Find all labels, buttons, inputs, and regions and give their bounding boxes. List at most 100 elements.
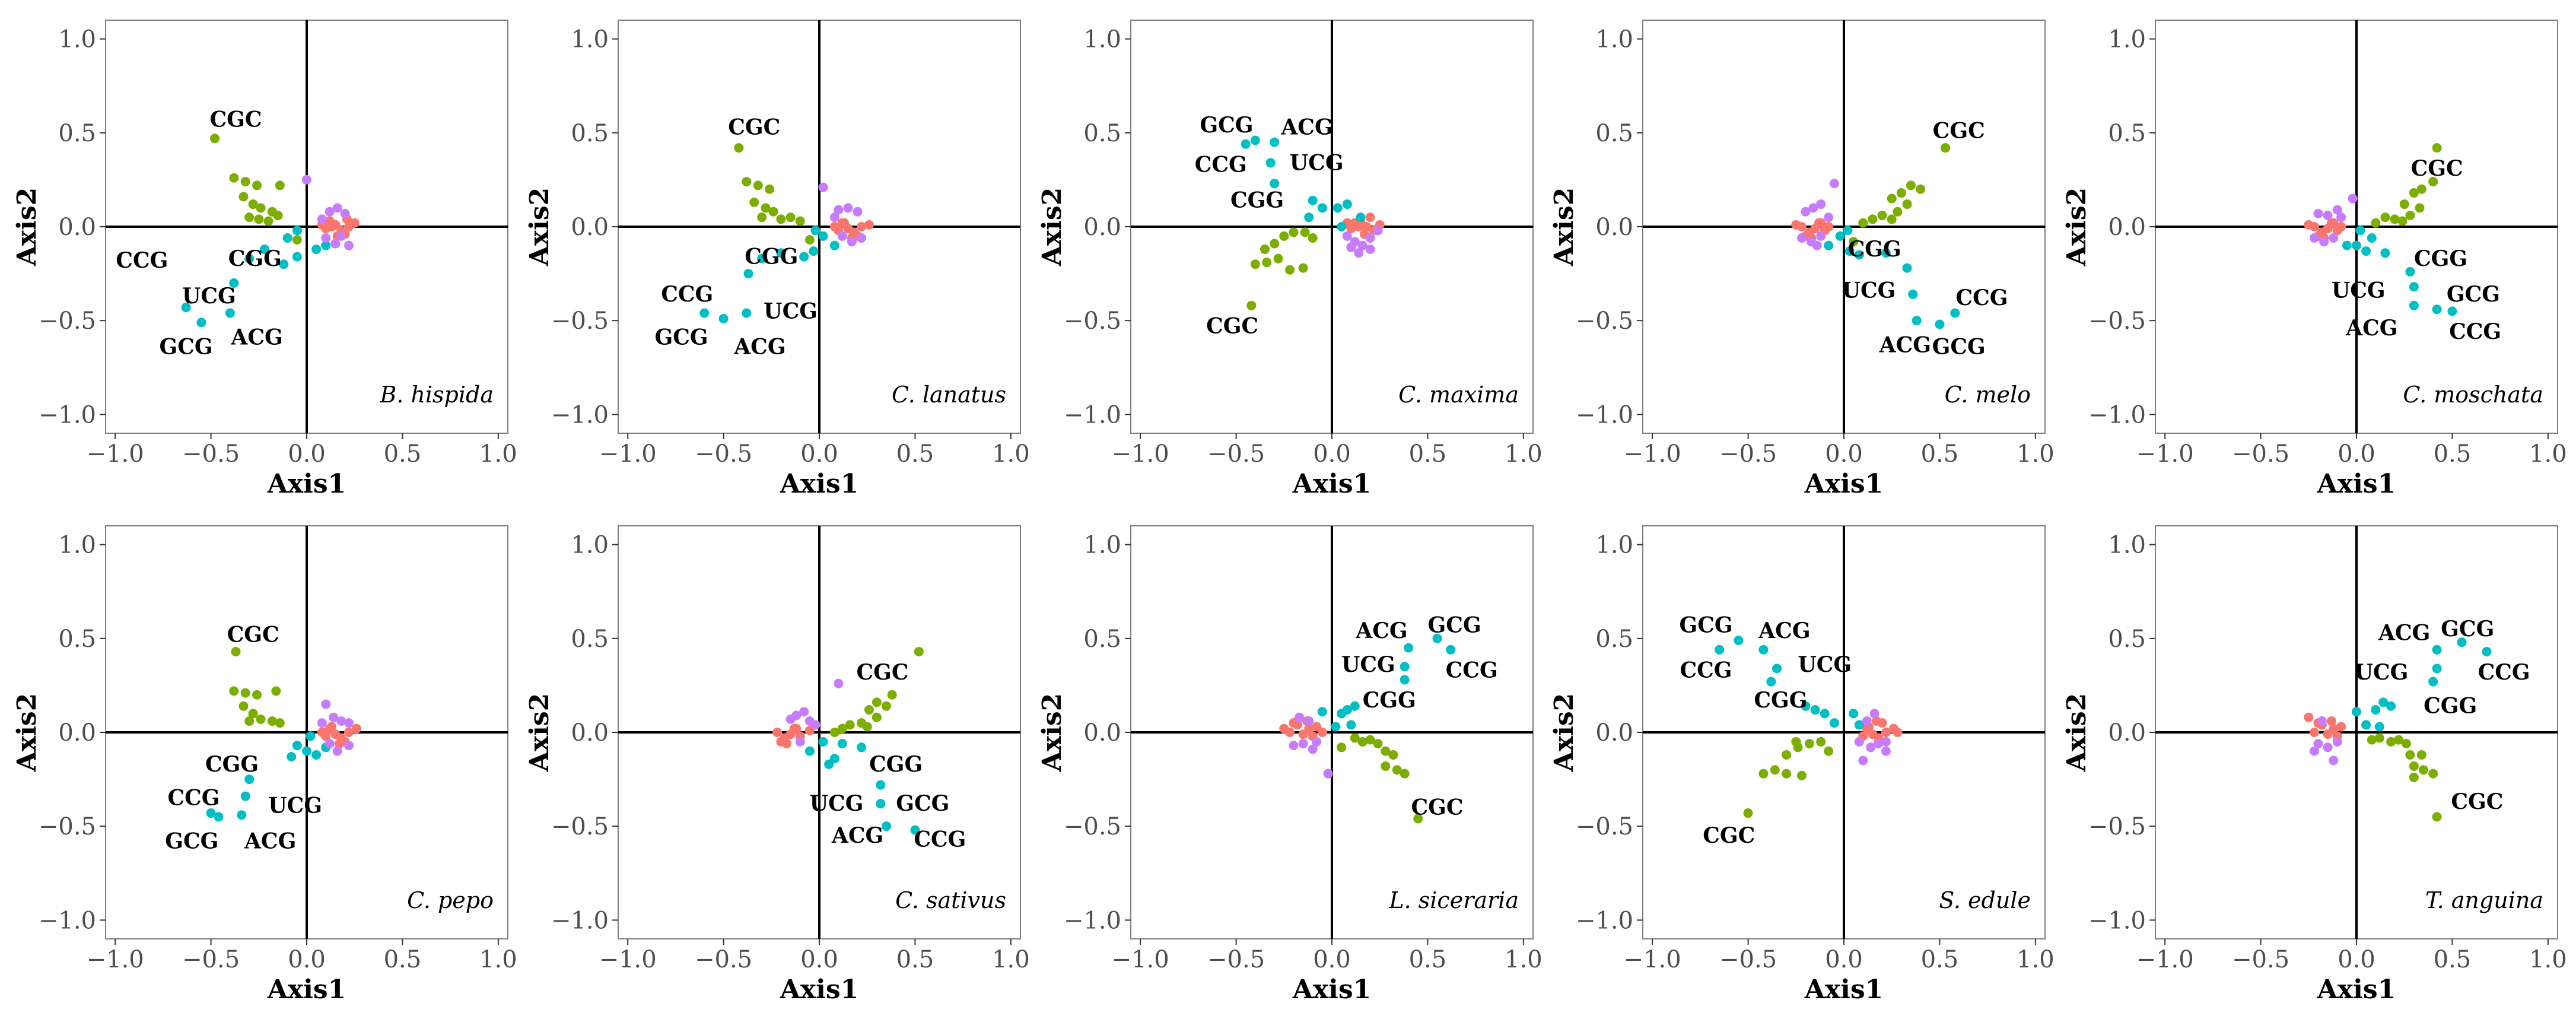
data-point xyxy=(273,211,283,221)
data-point xyxy=(1262,258,1272,268)
data-point xyxy=(1758,645,1769,655)
codon-label: CGC xyxy=(1933,119,1985,144)
data-point xyxy=(1365,233,1375,243)
codon-label: CGG xyxy=(1363,688,1416,713)
data-point xyxy=(872,697,882,707)
panel-8: −1.0 −0.5 0.0 0.5 1.0 −1.0 −0.5 0.0 0.5 1.0 Axis1 A… xyxy=(1549,525,2055,1005)
data-point xyxy=(244,774,255,785)
y-tick-label: 0.0 xyxy=(1083,214,1121,241)
data-point xyxy=(829,212,839,223)
data-point xyxy=(2409,761,2419,771)
codon-label: CCG xyxy=(914,827,966,852)
y-tick-label: 0.0 xyxy=(2108,719,2146,747)
x-tick-label: −1.0 xyxy=(87,440,144,468)
data-point xyxy=(2409,282,2419,292)
data-point xyxy=(2332,205,2342,215)
data-point xyxy=(837,723,847,734)
data-point xyxy=(2428,769,2438,779)
data-point xyxy=(2405,750,2415,760)
data-point xyxy=(1935,319,1945,329)
data-point xyxy=(843,203,853,213)
codon-label: UCG xyxy=(1290,150,1344,175)
data-point xyxy=(2342,240,2352,250)
data-point xyxy=(1298,738,1308,748)
data-point xyxy=(2348,193,2358,204)
data-point xyxy=(2380,212,2390,223)
y-axis-label: Axis2 xyxy=(12,693,42,772)
data-point xyxy=(275,180,285,191)
data-point xyxy=(1298,729,1308,739)
data-point xyxy=(334,738,344,748)
data-point xyxy=(2409,300,2419,310)
data-point xyxy=(229,686,239,696)
data-point xyxy=(1862,716,1872,726)
codon-label: CCG xyxy=(167,786,220,811)
data-point xyxy=(1250,135,1260,145)
data-point xyxy=(1373,226,1383,236)
codon-label: CGC xyxy=(1703,823,1755,848)
y-tick-label: 0.5 xyxy=(571,120,609,147)
data-point xyxy=(876,799,886,809)
data-point xyxy=(2309,728,2319,737)
data-point xyxy=(181,303,191,313)
data-point xyxy=(1810,705,1820,715)
data-point xyxy=(336,231,346,241)
x-axis-label: Axis1 xyxy=(1804,974,1883,1005)
species-label: B. hispida xyxy=(379,382,494,408)
panel-9: −1.0 −0.5 0.0 0.5 1.0 −1.0 −0.5 0.0 0.5 1.0 Axis1 A… xyxy=(2062,525,2567,1005)
data-point xyxy=(1866,742,1876,753)
data-point xyxy=(785,714,796,724)
panel-1: −1.0 −0.5 0.0 0.5 1.0 −1.0 −0.5 0.0 0.5 1.0 Axis1 A… xyxy=(524,20,1030,499)
codon-label: GCG xyxy=(165,828,218,853)
data-point xyxy=(1816,199,1826,209)
codon-label: ACG xyxy=(1758,618,1810,643)
data-point xyxy=(743,269,753,279)
data-point xyxy=(1388,750,1398,760)
data-point xyxy=(1804,738,1814,748)
data-point xyxy=(2371,705,2381,715)
data-point xyxy=(1308,744,1318,754)
data-point xyxy=(742,308,752,318)
data-point xyxy=(2380,248,2390,258)
data-point xyxy=(237,810,247,820)
y-tick-label: 0.0 xyxy=(58,214,96,241)
data-point xyxy=(2378,697,2389,707)
data-point xyxy=(1317,728,1327,737)
x-tick-label: −0.5 xyxy=(695,946,752,973)
x-tick-label: 1.0 xyxy=(1505,946,1543,973)
data-point xyxy=(1400,769,1410,779)
data-point xyxy=(718,314,729,324)
y-tick-label: 0.0 xyxy=(58,719,96,747)
data-point xyxy=(1392,765,1402,775)
data-point xyxy=(2367,735,2377,745)
data-point xyxy=(2397,216,2408,226)
data-point xyxy=(1337,222,1347,231)
data-point xyxy=(1844,246,1855,256)
data-point xyxy=(749,197,759,207)
y-tick-label: −0.5 xyxy=(551,307,609,335)
data-point xyxy=(240,177,250,187)
data-point xyxy=(1766,677,1776,687)
codon-label: GCG xyxy=(654,325,708,350)
codon-label: CGG xyxy=(1848,237,1901,262)
data-point xyxy=(2361,720,2371,730)
data-point xyxy=(1801,701,1811,711)
y-tick-label: 1.0 xyxy=(571,26,609,53)
x-axis-label: Axis1 xyxy=(1292,974,1371,1005)
x-tick-label: 0.0 xyxy=(800,440,838,468)
codon-label: GCG xyxy=(2441,617,2494,642)
data-point xyxy=(1250,259,1260,269)
x-axis-label: Axis1 xyxy=(780,974,858,1005)
data-point xyxy=(1365,212,1375,223)
codon-label: GCG xyxy=(1932,334,1986,359)
data-point xyxy=(1350,733,1360,743)
data-point xyxy=(1260,244,1270,254)
data-point xyxy=(206,808,216,818)
panel-6: −1.0 −0.5 0.0 0.5 1.0 −1.0 −0.5 0.0 0.5 1.0 Axis1 A… xyxy=(524,525,1030,1005)
codon-label: GCG xyxy=(1200,113,1253,138)
data-point xyxy=(795,737,805,747)
data-point xyxy=(1808,203,1818,213)
x-axis-label: Axis1 xyxy=(2317,974,2396,1005)
data-point xyxy=(829,222,839,231)
data-point xyxy=(1801,207,1811,217)
